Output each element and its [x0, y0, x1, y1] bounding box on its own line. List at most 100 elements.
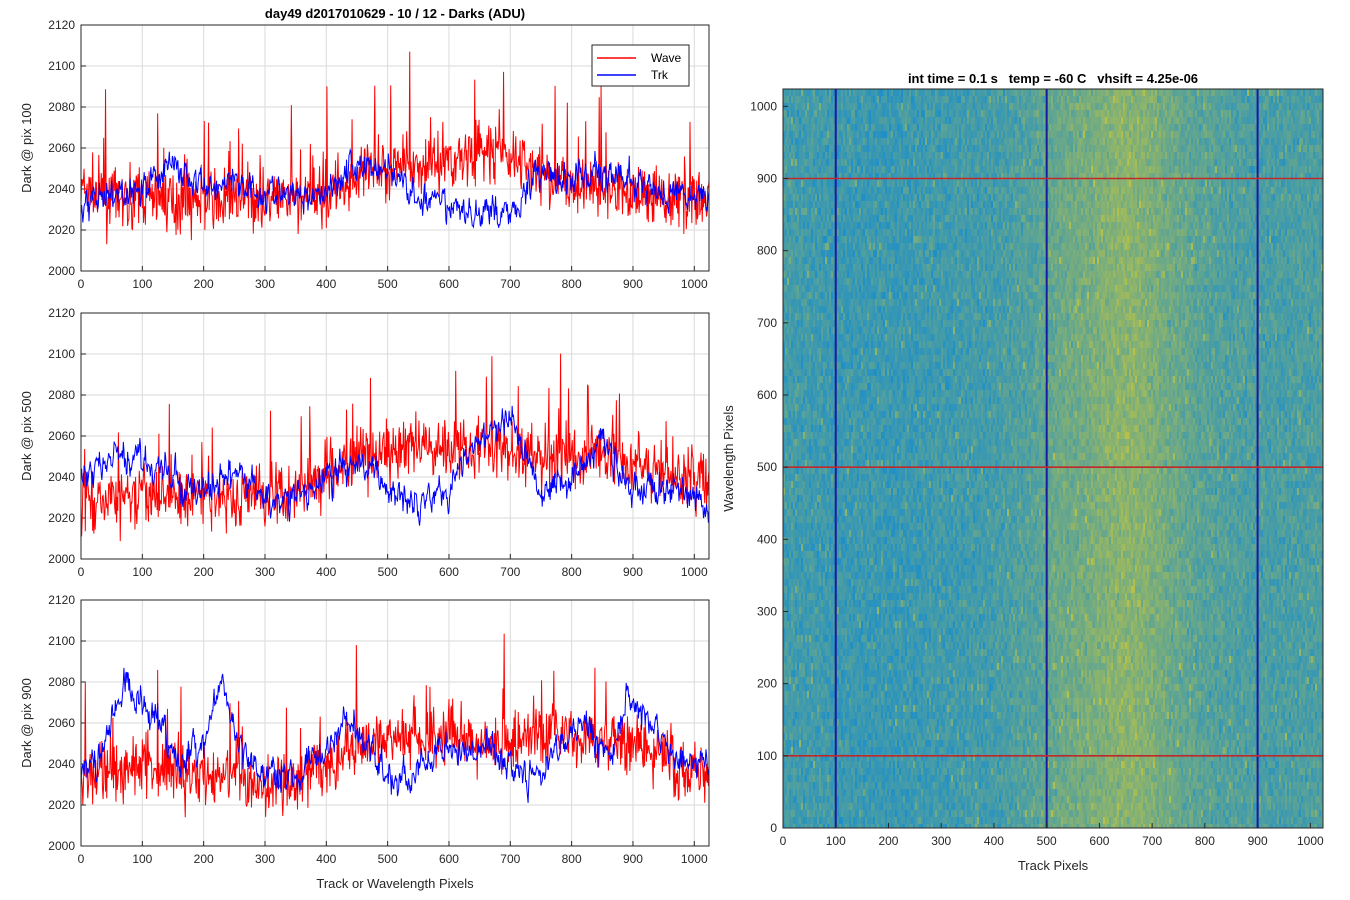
heatmap-cell: [839, 712, 841, 719]
heatmap-cell: [833, 600, 835, 607]
heatmap-cell: [801, 719, 803, 726]
heatmap-cell: [803, 621, 805, 628]
heatmap-cell: [815, 418, 817, 425]
heatmap-cell: [799, 250, 801, 257]
heatmap-cell: [809, 355, 811, 362]
heatmap-cell: [843, 138, 845, 145]
heatmap-cell: [861, 138, 863, 145]
heatmap-cell: [823, 488, 825, 495]
heatmap-cell: [849, 698, 851, 705]
heatmap-cell: [831, 796, 833, 803]
heatmap-cell: [847, 96, 849, 103]
heatmap-cell: [801, 320, 803, 327]
heatmap-cell: [791, 544, 793, 551]
heatmap-cell: [797, 796, 799, 803]
heatmap-cell: [857, 817, 859, 824]
heatmap-cell: [813, 719, 815, 726]
heatmap-cell: [843, 257, 845, 264]
heatmap-cell: [863, 222, 865, 229]
heatmap-cell: [839, 761, 841, 768]
heatmap-cell: [851, 411, 853, 418]
heatmap-cell: [823, 348, 825, 355]
heatmap-cell: [829, 656, 831, 663]
heatmap-cell: [805, 649, 807, 656]
heatmap-cell: [831, 397, 833, 404]
heatmap-cell: [829, 432, 831, 439]
heatmap-cell: [799, 236, 801, 243]
heatmap-cell: [845, 726, 847, 733]
heatmap-cell: [829, 663, 831, 670]
heatmap-cell: [807, 96, 809, 103]
heatmap-cell: [807, 460, 809, 467]
heatmap-cell: [813, 558, 815, 565]
heatmap-cell: [785, 719, 787, 726]
heatmap-cell: [841, 481, 843, 488]
heatmap-cell: [807, 775, 809, 782]
heatmap-cell: [815, 138, 817, 145]
heatmap-cell: [789, 222, 791, 229]
heatmap-cell: [845, 397, 847, 404]
heatmap-cell: [851, 425, 853, 432]
heatmap-cell: [849, 250, 851, 257]
heatmap-cell: [847, 677, 849, 684]
heatmap-cell: [841, 327, 843, 334]
heatmap-cell: [843, 264, 845, 271]
heatmap-cell: [867, 789, 869, 796]
heatmap-cell: [821, 425, 823, 432]
heatmap-cell: [801, 635, 803, 642]
heatmap-cell: [845, 236, 847, 243]
heatmap-cell: [847, 495, 849, 502]
heatmap-cell: [845, 705, 847, 712]
heatmap-cell: [809, 110, 811, 117]
heatmap-cell: [831, 194, 833, 201]
heatmap-cell: [867, 453, 869, 460]
heatmap-cell: [819, 110, 821, 117]
heatmap-cell: [831, 229, 833, 236]
heatmap-cell: [819, 257, 821, 264]
heatmap-cell: [797, 642, 799, 649]
heatmap-cell: [789, 726, 791, 733]
heatmap-cell: [795, 488, 797, 495]
heatmap-cell: [863, 460, 865, 467]
heatmap-cell: [851, 600, 853, 607]
heatmap-cell: [851, 663, 853, 670]
heatmap-cell: [821, 117, 823, 124]
heatmap-cell: [833, 740, 835, 747]
heatmap-cell: [851, 103, 853, 110]
heatmap-cell: [827, 418, 829, 425]
heatmap-cell: [851, 404, 853, 411]
heatmap-cell: [789, 789, 791, 796]
heatmap-cell: [811, 376, 813, 383]
heatmap-cell: [853, 292, 855, 299]
heatmap-cell: [843, 663, 845, 670]
heatmap-cell: [811, 663, 813, 670]
heatmap-cell: [859, 180, 861, 187]
heatmap-cell: [809, 733, 811, 740]
heatmap-cell: [801, 145, 803, 152]
heatmap-cell: [817, 222, 819, 229]
heatmap-cell: [829, 110, 831, 117]
heatmap-cell: [793, 334, 795, 341]
heatmap-cell: [845, 544, 847, 551]
heatmap-cell: [791, 740, 793, 747]
heatmap-cell: [867, 551, 869, 558]
heatmap-cell: [803, 166, 805, 173]
heatmap-cell: [853, 257, 855, 264]
heatmap-cell: [819, 117, 821, 124]
heatmap-cell: [799, 649, 801, 656]
heatmap-cell: [845, 89, 847, 96]
heatmap-cell: [793, 691, 795, 698]
heatmap-cell: [819, 824, 821, 828]
heatmap-cell: [811, 229, 813, 236]
heatmap-cell: [839, 593, 841, 600]
heatmap-cell: [843, 586, 845, 593]
heatmap-cell: [799, 544, 801, 551]
heatmap-cell: [797, 229, 799, 236]
heatmap-cell: [863, 614, 865, 621]
heatmap-cell: [831, 145, 833, 152]
heatmap-cell: [827, 467, 829, 474]
heatmap-cell: [839, 810, 841, 817]
heatmap-cell: [851, 670, 853, 677]
heatmap-cell: [845, 145, 847, 152]
heatmap-cell: [813, 194, 815, 201]
